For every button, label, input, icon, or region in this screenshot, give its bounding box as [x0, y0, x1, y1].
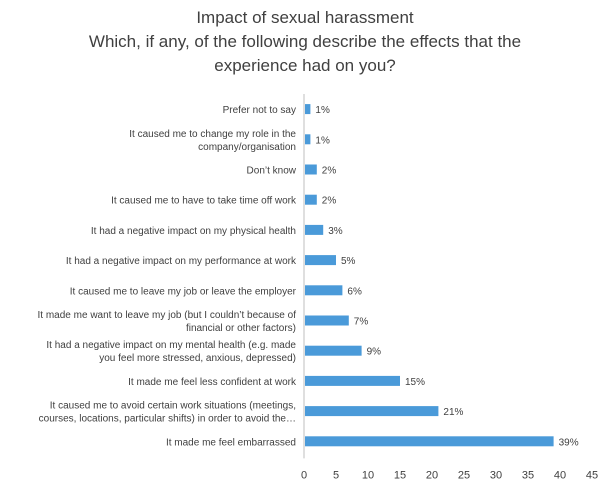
category-label-9-line-1: It had a negative impact on my mental he…: [46, 340, 296, 351]
category-label-10-line-1: It made me feel less confident at work: [128, 377, 297, 388]
chart-title-block: Impact of sexual harassment Which, if an…: [0, 6, 610, 78]
bar-4: [305, 194, 317, 205]
category-label-3-line-1: Don’t know: [247, 166, 297, 177]
chart-title: Impact of sexual harassment: [196, 8, 414, 27]
data-label-8: 7%: [354, 317, 369, 328]
bar-1: [305, 104, 311, 115]
x-tick-label-40: 40: [554, 469, 566, 481]
bar-10: [305, 375, 400, 386]
x-tick-label-20: 20: [426, 469, 438, 481]
data-label-7: 6%: [347, 286, 362, 297]
x-tick-label-45: 45: [586, 469, 598, 481]
category-label-2-line-2: company/organisation: [198, 142, 296, 153]
bar-3: [305, 164, 317, 175]
data-label-4: 2%: [322, 196, 337, 207]
bar-9: [305, 345, 362, 356]
chart-subtitle-line-1: Which, if any, of the following describe…: [88, 32, 522, 51]
data-label-3: 2%: [322, 166, 337, 177]
data-label-11: 21%: [443, 407, 463, 418]
bar-8: [305, 315, 349, 326]
bar-7: [305, 285, 343, 296]
x-tick-label-0: 0: [301, 469, 307, 481]
bar-5: [305, 224, 324, 235]
x-tick-label-15: 15: [394, 469, 406, 481]
category-label-7-line-1: It caused me to leave my job or leave th…: [70, 286, 297, 297]
category-label-1-line-1: Prefer not to say: [223, 105, 296, 116]
data-label-9: 9%: [367, 347, 382, 358]
category-label-12-line-1: It made me feel embarrassed: [166, 437, 296, 448]
x-tick-label-5: 5: [333, 469, 339, 481]
category-label-8-line-2: financial or other factors): [186, 323, 296, 334]
x-tick-label-35: 35: [522, 469, 534, 481]
data-label-6: 5%: [341, 256, 356, 267]
category-label-4-line-1: It caused me to have to take time off wo…: [111, 196, 297, 207]
data-label-2: 1%: [315, 135, 330, 146]
category-label-6-line-1: It had a negative impact on my performan…: [66, 256, 297, 267]
x-tick-label-30: 30: [490, 469, 502, 481]
bar-6: [305, 255, 336, 266]
category-label-11-line-2: courses, locations, particular shifts) i…: [39, 414, 296, 425]
bar-12: [305, 436, 554, 447]
bar-11: [305, 406, 439, 417]
x-tick-label-25: 25: [458, 469, 470, 481]
category-label-8-line-1: It made me want to leave my job (but I c…: [38, 310, 297, 321]
data-label-1: 1%: [315, 105, 330, 116]
data-label-5: 3%: [328, 226, 343, 237]
category-label-11-line-1: It caused me to avoid certain work situa…: [50, 401, 296, 412]
bar-2: [305, 134, 311, 145]
category-label-2-line-1: It caused me to change my role in the: [129, 129, 296, 140]
category-label-5-line-1: It had a negative impact on my physical …: [91, 226, 296, 237]
x-tick-label-10: 10: [362, 469, 374, 481]
data-label-12: 39%: [559, 437, 579, 448]
chart-subtitle-line-2: experience had on you?: [214, 56, 396, 75]
category-label-9-line-2: you feel more stressed, anxious, depress…: [99, 353, 296, 364]
data-label-10: 15%: [405, 377, 425, 388]
